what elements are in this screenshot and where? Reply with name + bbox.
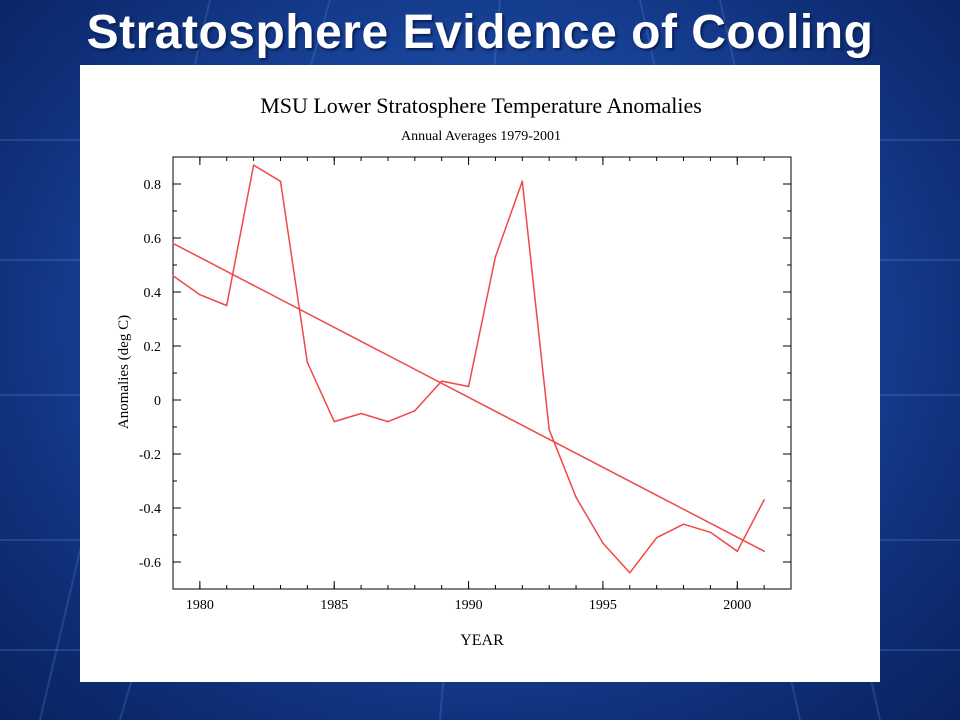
x-axis-label: YEAR — [460, 632, 504, 649]
anomaly-data-point — [387, 420, 389, 423]
anomaly-data-point — [602, 542, 604, 544]
anomaly-data-point — [306, 361, 309, 364]
anomaly-data-point — [655, 536, 658, 539]
y-tick-label: 0 — [154, 394, 161, 409]
anomaly-data-point — [225, 304, 228, 307]
anomaly-data-point — [575, 496, 577, 499]
x-tick-label: 1980 — [186, 598, 214, 613]
trend-line — [172, 242, 765, 552]
line-chart: MSU Lower Stratosphere Temperature Anoma… — [116, 93, 792, 649]
chart-panel: MSU Lower Stratosphere Temperature Anoma… — [80, 65, 880, 682]
trend-endpoint — [172, 242, 174, 245]
y-tick-label: 0.4 — [144, 286, 162, 301]
chart-subtitle: Annual Averages 1979-2001 — [401, 129, 561, 144]
y-tick-label: -0.6 — [139, 556, 161, 571]
x-tick-label: 2000 — [723, 598, 751, 613]
anomaly-data-point — [199, 293, 201, 296]
anomaly-series-line — [172, 164, 765, 574]
plot-frame — [172, 156, 792, 590]
anomaly-data-point — [360, 412, 362, 415]
anomaly-data-point — [252, 164, 255, 166]
anomaly-data-point — [494, 256, 497, 258]
x-tick-label: 1995 — [589, 598, 617, 613]
y-tick-label: -0.4 — [139, 502, 161, 517]
anomaly-data-point — [467, 385, 470, 388]
x-axis: 1980 1985 1990 1995 2000 — [172, 157, 792, 613]
anomaly-data-point — [736, 550, 739, 552]
y-tick-label: -0.2 — [139, 448, 161, 463]
chart-title: MSU Lower Stratosphere Temperature Anoma… — [260, 93, 702, 118]
anomaly-data-point — [333, 420, 336, 423]
y-tick-label: 0.8 — [144, 178, 162, 193]
y-tick-label: 0.6 — [144, 232, 162, 247]
anomaly-data-point — [763, 499, 765, 501]
series-layer — [172, 164, 765, 574]
x-tick-label: 1990 — [455, 598, 483, 613]
anomaly-data-point — [414, 410, 416, 412]
anomaly-data-point — [172, 275, 174, 277]
anomaly-data-point — [279, 180, 282, 183]
anomaly-data-point — [682, 523, 685, 525]
y-tick-label: 0.2 — [144, 340, 162, 355]
anomaly-data-point — [709, 531, 712, 534]
anomaly-data-point — [628, 572, 631, 574]
x-tick-label: 1985 — [320, 598, 348, 613]
anomaly-data-point — [548, 428, 550, 431]
anomaly-data-point — [440, 380, 443, 382]
trend-endpoint — [763, 550, 765, 552]
anomaly-data-point — [521, 180, 524, 183]
y-axis-label: Anomalies (deg C) — [116, 315, 132, 429]
slide-title: Stratosphere Evidence of Cooling — [86, 6, 874, 59]
y-axis: -0.6 -0.4 -0.2 0 0.2 0.4 0.6 0.8 — [139, 156, 791, 590]
